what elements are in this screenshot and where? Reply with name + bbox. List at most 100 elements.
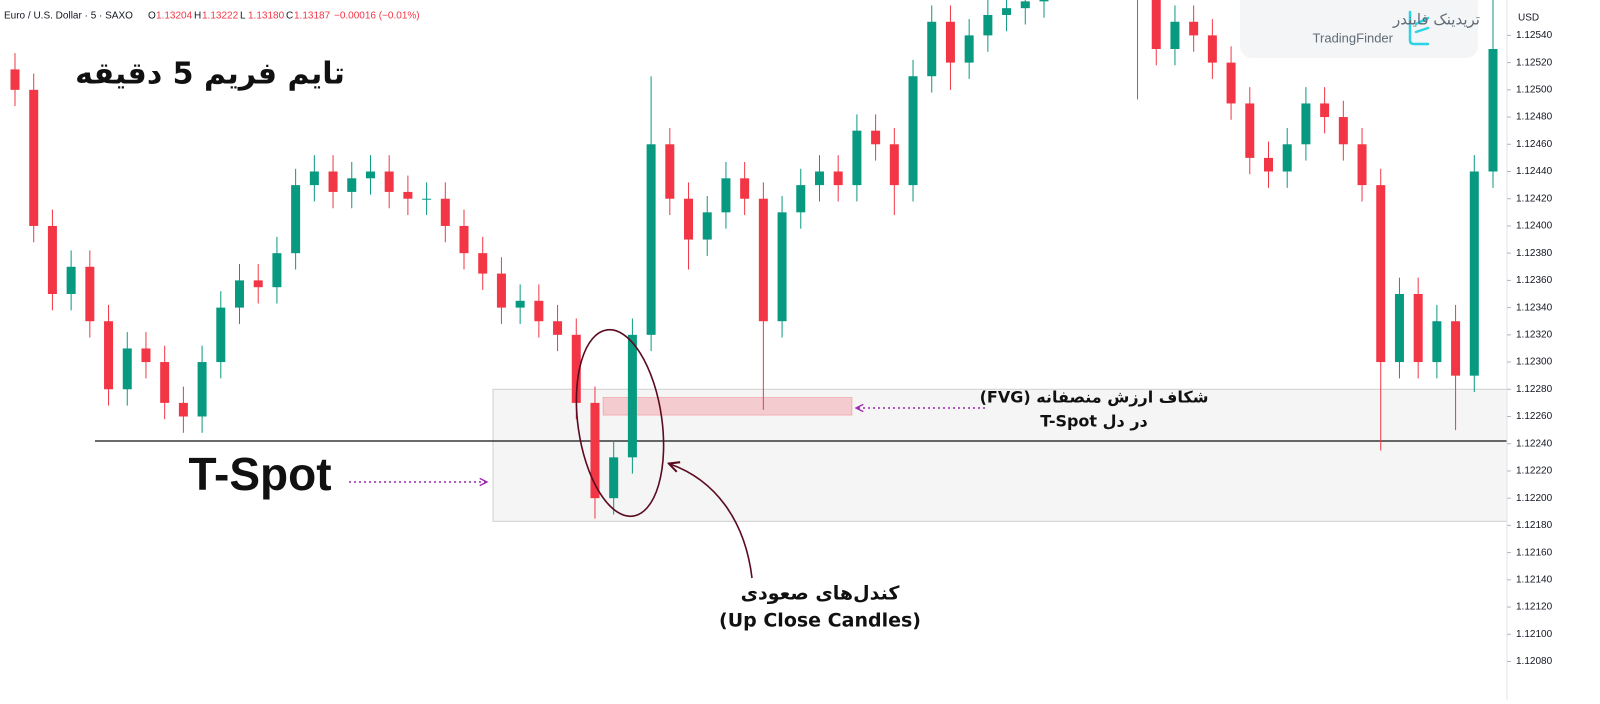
fvg-label: شکاف ارزش منصفانه (FVG) [980,388,1209,407]
logo-persian: تریدینک فایندر [1392,11,1480,29]
candle-body [1020,1,1030,9]
candle-body [1189,21,1199,36]
candle-body [309,171,319,186]
candle-body [571,334,581,403]
candle-body [646,144,656,335]
logo-icon [1408,10,1430,46]
candle-body [534,300,544,322]
y-tick-label: 1.12520 [1516,57,1553,68]
candle-body [1002,8,1012,15]
candle-body [852,130,862,186]
candle-body [459,225,469,254]
candle-body [29,89,39,226]
candle-body [253,280,263,288]
candle-body [496,273,506,308]
candle-body [440,198,450,226]
ohlc-label: L [240,11,246,22]
candles [10,0,1498,519]
candle-body [403,191,413,199]
candle-body [609,457,619,499]
candle-body [216,307,226,363]
fvg-zone [602,396,853,416]
candle-body [1226,62,1236,104]
ohlc-label: H [194,11,201,22]
y-tick-label: 1.12500 [1516,84,1553,95]
candle-body [10,69,20,90]
candle-body [1451,321,1461,376]
y-tick-label: 1.12120 [1516,602,1553,613]
candle-body [590,402,600,499]
candle-body [1245,103,1255,158]
y-tick-label: 1.12460 [1516,139,1553,150]
candle-body [347,178,357,192]
candle-body [983,14,993,36]
candle-body [1488,49,1498,172]
overlay: USD Euro / U.S. Dollar · 5 · SAXO O 1.132… [4,0,1553,700]
candle-body [927,21,937,77]
candle-body [178,402,188,417]
y-tick-label: 1.12200 [1516,493,1553,504]
y-tick-label: 1.12340 [1516,302,1553,313]
candle-body [1338,117,1348,145]
y-tick-label: 1.12280 [1516,384,1553,395]
candle-body [47,225,57,294]
candle-body [1376,185,1386,363]
candle-body [1301,103,1311,145]
candle-body [291,185,301,254]
currency-label: USD [1518,13,1539,24]
candle-body [122,348,132,390]
ohlc-value: 1.13222 [202,11,239,22]
y-tick-label: 1.12480 [1516,112,1553,123]
candle-body [1282,144,1292,172]
logo-box [1240,0,1478,58]
y-tick-label: 1.12260 [1516,411,1553,422]
y-tick-label: 1.12080 [1516,656,1553,667]
y-tick-label: 1.12540 [1516,30,1553,41]
candle-body [908,76,918,186]
candle-body [1151,0,1161,49]
candle-body [814,171,824,186]
candle-body [964,35,974,63]
symbol: Euro / U.S. Dollar · 5 · SAXO [4,11,133,22]
tspot-label: T-Spot [188,448,331,500]
candle-body [1469,171,1479,376]
candle-body [197,362,207,417]
ohlc-label: C [286,11,293,22]
logo-latin: TradingFinder [1313,30,1394,45]
chart-title: تایم فریم 5 دقیقه [75,57,345,92]
candle-body [1357,144,1367,186]
candle-body [1413,294,1423,363]
currency-box [1512,8,1542,26]
candle-body [1432,321,1442,363]
candle-body [1207,35,1217,63]
candle-body [104,321,114,390]
candle-body [384,171,394,192]
candle-body [478,253,488,274]
candle-body [889,144,899,186]
candle-body [1320,103,1330,118]
candle-body [85,266,95,322]
candle-body [945,21,955,63]
candles-label-en: (Up Close Candles) [719,610,921,632]
tspot-zone [492,388,1507,522]
y-tick-label: 1.12180 [1516,520,1553,531]
zones [95,388,1507,522]
candle-body [365,171,375,179]
ohlc-value: 1.13180 [248,11,285,22]
y-tick-label: 1.12440 [1516,166,1553,177]
candle-body [627,334,637,458]
candle-body [796,185,806,213]
candle-body [1170,21,1180,49]
candle-body [777,212,787,322]
candle-body [515,300,525,308]
candle-body [833,171,843,186]
ohlc-label: O [148,11,156,22]
candle-body [553,321,563,335]
candle-body [422,198,432,200]
candles-label: کندل‌های صعودی [741,583,901,605]
candle-body [1394,294,1404,363]
fvg-label-2: در دل T-Spot [1040,412,1147,431]
candle-body [272,253,282,288]
